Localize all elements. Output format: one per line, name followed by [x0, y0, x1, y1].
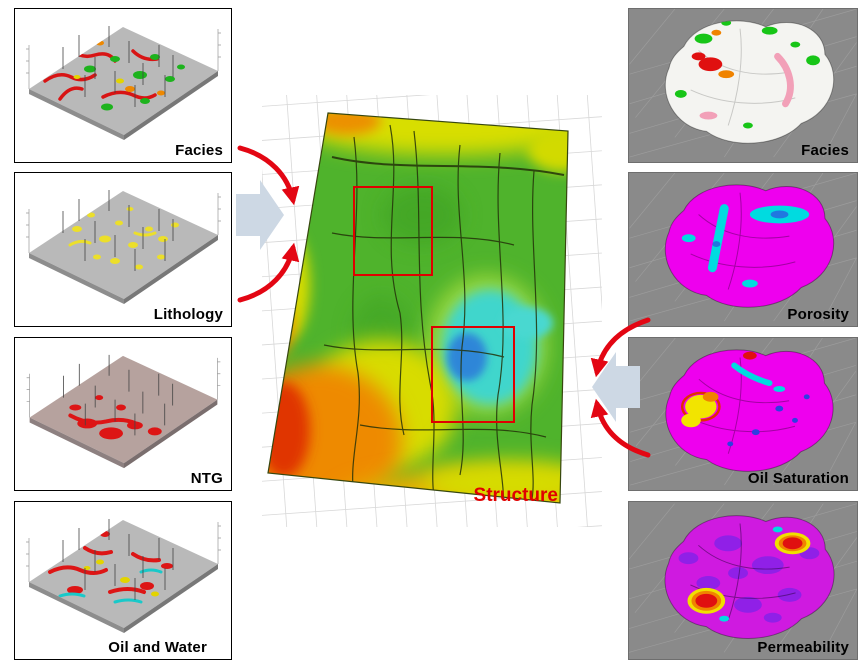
panel-label: NTG: [190, 470, 223, 487]
oil-water-grid-model-3d: [26, 519, 221, 633]
permeability-patches: [678, 523, 820, 623]
right-panel-oil-saturation: Oil Saturation: [628, 337, 858, 491]
facies-property-patches: [674, 20, 820, 129]
left-panel-oil-and-water: Oil and Water: [14, 501, 232, 660]
right-panel-permeability: Permeability: [628, 501, 858, 660]
panel-label: Lithology: [153, 306, 223, 323]
left-panel-ntg: NTG: [14, 337, 232, 491]
left-panel-facies: Facies: [14, 8, 232, 163]
panel-label: Facies: [801, 142, 849, 159]
porosity-property-model-3d: [629, 173, 857, 322]
oil-saturation-patches: [680, 351, 810, 454]
left-panel-lithology: Lithology: [14, 172, 232, 327]
lithology-grid-model-3d: [26, 190, 221, 304]
panel-label: Oil and Water: [108, 639, 207, 656]
center-structure-map: Structure: [262, 95, 602, 527]
ntg-grid-model-3d: [26, 354, 221, 469]
panel-label: Porosity: [787, 306, 849, 323]
highlight-rect-north: [353, 186, 433, 276]
right-panel-porosity: Porosity: [628, 172, 858, 327]
structure-map-3d: [262, 95, 602, 527]
porosity-patches: [681, 192, 810, 290]
panel-label: Oil Saturation: [747, 470, 849, 487]
structure-surface: [268, 113, 568, 503]
lithology-patches: [68, 207, 179, 270]
panel-label: Permeability: [757, 639, 849, 656]
panel-label: Facies: [175, 142, 223, 159]
facies-grid-model-3d: [26, 26, 221, 140]
oil-saturation-property-model-3d: [629, 338, 857, 486]
permeability-property-model-3d: [629, 503, 857, 653]
right-panel-facies: Facies: [628, 8, 858, 163]
structure-label: Structure: [473, 485, 558, 506]
facies-property-model-3d: [629, 9, 857, 158]
highlight-rect-south: [431, 326, 515, 423]
